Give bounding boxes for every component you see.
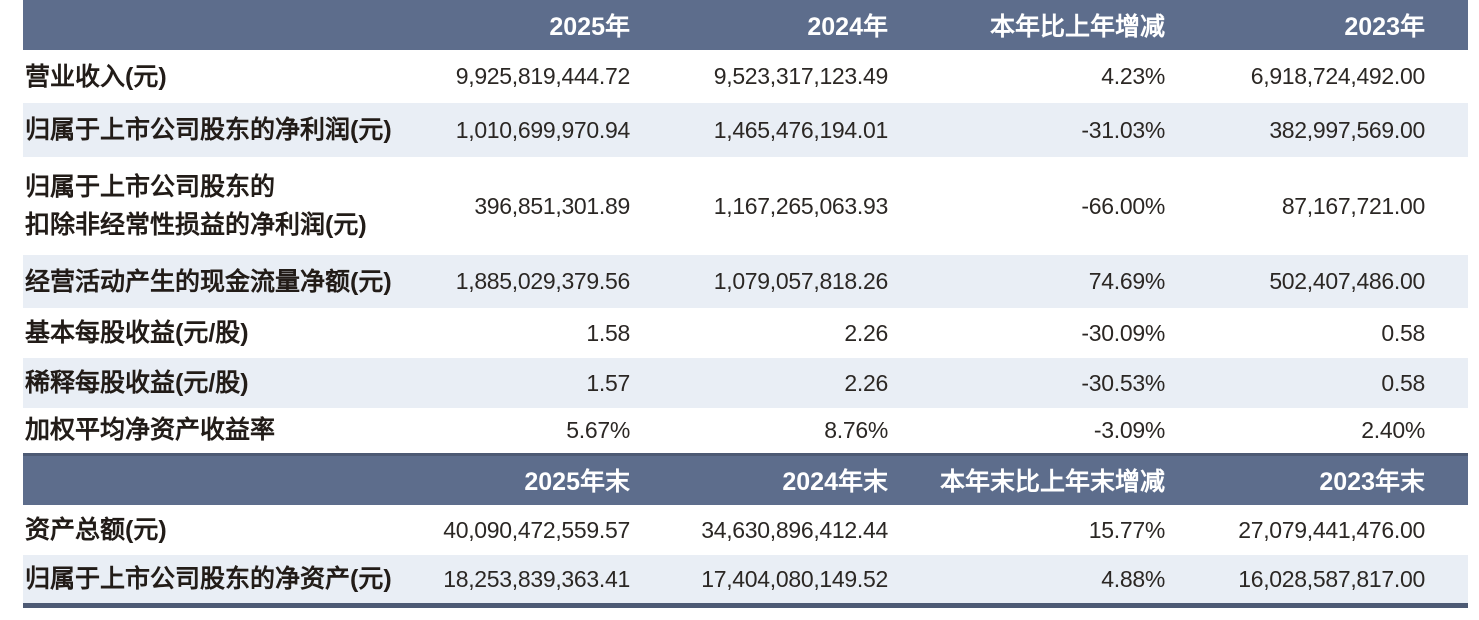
row-label: 营业收入(元) [25,62,167,91]
cell-2023: 382,997,569.00 [1165,103,1468,157]
financial-summary-table: 2025年 2024年 本年比上年增减 2023年 营业收入(元) 9,925,… [23,0,1468,608]
row-label: 归属于上市公司股东的净利润(元) [23,103,430,157]
cell-2023: 2.40% [1361,416,1425,443]
cell-2024: 2.26 [630,358,888,408]
header-2024-end: 2024年末 [630,454,888,505]
row-label: 归属于上市公司股东的 扣除非经常性损益的净利润(元) [25,173,367,239]
header-blank-cell [23,0,430,50]
table-row-net-profit-excl-nonrecurring: 归属于上市公司股东的 扣除非经常性损益的净利润(元) 396,851,301.8… [23,157,1468,255]
table-header-annual: 2025年 2024年 本年比上年增减 2023年 [23,0,1468,50]
cell-2025: 1.57 [430,358,630,408]
cell-change: 74.69% [888,255,1165,308]
header-2025: 2025年 [430,0,630,50]
cell-change: 4.23% [1101,63,1165,89]
table-row-net-profit: 归属于上市公司股东的净利润(元) 1,010,699,970.94 1,465,… [23,103,1468,157]
header-2023-end: 2023年末 [1165,454,1468,505]
cell-2025-end: 18,253,839,363.41 [430,555,630,603]
cell-2024: 1,167,265,063.93 [713,192,889,219]
table-row-net-assets: 归属于上市公司股东的净资产(元) 18,253,839,363.41 17,40… [23,555,1468,603]
row-label: 加权平均净资产收益率 [25,416,276,445]
table-row-diluted-eps: 稀释每股收益(元/股) 1.57 2.26 -30.53% 0.58 [23,358,1468,408]
cell-change: 4.88% [888,555,1165,603]
cell-change: -30.53% [888,358,1165,408]
cell-2023: 87,167,721.00 [1281,192,1425,219]
cell-2025-end: 40,090,472,559.57 [443,516,630,543]
header-2025-end: 2025年末 [430,454,630,505]
table-row-total-assets: 资产总额(元) 40,090,472,559.57 34,630,896,412… [23,505,1468,555]
cell-2023: 0.58 [1381,319,1425,346]
cell-2025: 1,010,699,970.94 [430,103,630,157]
header-2024: 2024年 [630,0,888,50]
row-label: 归属于上市公司股东的净资产(元) [23,555,430,603]
cell-2024: 1,079,057,818.26 [630,255,888,308]
cell-2024: 2.26 [844,319,888,346]
header-2023: 2023年 [1165,0,1468,50]
cell-2023: 502,407,486.00 [1165,255,1468,308]
cell-change: -66.00% [1081,192,1165,219]
table-row-weighted-avg-roe: 加权平均净资产收益率 5.67% 8.76% -3.09% 2.40% [23,408,1468,454]
cell-2024: 9,523,317,123.49 [713,63,889,89]
table-row-operating-cash-flow: 经营活动产生的现金流量净额(元) 1,885,029,379.56 1,079,… [23,255,1468,308]
cell-2025: 1.58 [586,319,630,346]
header-blank-cell [23,454,430,505]
row-label: 经营活动产生的现金流量净额(元) [23,255,430,308]
cell-2025: 9,925,819,444.72 [455,63,631,89]
cell-2023: 0.58 [1165,358,1468,408]
row-label: 资产总额(元) [25,516,167,544]
table-row-revenue: 营业收入(元) 9,925,819,444.72 9,523,317,123.4… [23,50,1468,103]
row-label: 基本每股收益(元/股) [25,319,249,347]
key-indicators-table: 2025年 2024年 本年比上年增减 2023年 营业收入(元) 9,925,… [23,0,1468,603]
cell-2025: 396,851,301.89 [474,192,630,219]
cell-2024: 1,465,476,194.01 [630,103,888,157]
cell-2024-end: 34,630,896,412.44 [701,516,888,543]
cell-2024-end: 17,404,080,149.52 [630,555,888,603]
table-header-year-end: 2025年末 2024年末 本年末比上年末增减 2023年末 [23,454,1468,505]
cell-2023: 6,918,724,492.00 [1250,63,1426,89]
table-bottom-border [23,603,1468,608]
cell-change: 15.77% [1088,516,1166,543]
cell-change: -31.03% [888,103,1165,157]
cell-2024: 8.76% [824,416,888,443]
header-yoy-end-change: 本年末比上年末增减 [888,454,1165,505]
table-row-basic-eps: 基本每股收益(元/股) 1.58 2.26 -30.09% 0.58 [23,308,1468,358]
cell-change: -3.09% [1093,416,1165,443]
cell-change: -30.09% [1081,319,1165,346]
cell-2023-end: 27,079,441,476.00 [1238,516,1425,543]
cell-2025: 1,885,029,379.56 [430,255,630,308]
header-yoy-change: 本年比上年增减 [888,0,1165,50]
cell-2023-end: 16,028,587,817.00 [1165,555,1468,603]
cell-2025: 5.67% [566,416,630,443]
row-label: 稀释每股收益(元/股) [23,358,430,408]
